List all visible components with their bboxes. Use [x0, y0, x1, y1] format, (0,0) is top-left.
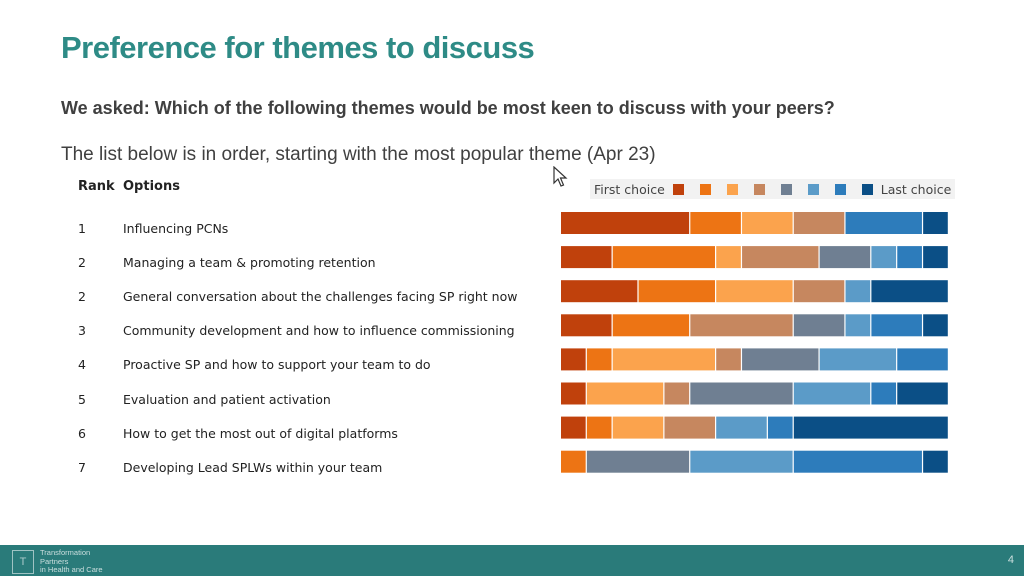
bar-segment [793, 416, 948, 439]
rank-column-header: Rank [78, 179, 115, 194]
legend-swatch [834, 183, 846, 195]
bar-segment [561, 212, 690, 234]
bar-segment [561, 246, 612, 269]
bar-segment [819, 348, 897, 371]
rank-cell: 7 [78, 459, 86, 475]
intro-text: The list below is in order, starting wit… [61, 144, 656, 165]
footer-bar: T Transformation Partners in Health and … [0, 545, 1024, 576]
option-label: Evaluation and patient activation [123, 391, 331, 407]
legend-swatch [807, 183, 819, 195]
bar-segment [561, 348, 586, 371]
bar-segment [871, 280, 948, 303]
legend-swatch [861, 183, 873, 195]
option-label: Proactive SP and how to support your tea… [123, 357, 431, 373]
bar-segment [923, 450, 948, 473]
page-number: 4 [1007, 554, 1014, 566]
rank-cell: 2 [78, 255, 86, 271]
rank-cell: 5 [78, 391, 86, 407]
bar-segment [871, 246, 897, 269]
option-label: Influencing PCNs [123, 221, 229, 236]
option-label: Managing a team & promoting retention [123, 255, 376, 271]
legend-swatch [753, 183, 765, 195]
bar-segment [561, 314, 612, 337]
bar-segment [561, 280, 638, 303]
bar-segment [561, 416, 586, 439]
options-column-header: Options [123, 179, 180, 194]
legend-swatch [726, 183, 738, 195]
bar-segment [742, 246, 819, 269]
bar-segment [690, 382, 793, 405]
legend-swatches [665, 183, 881, 195]
chart-legend: First choice Last choice [590, 179, 956, 199]
bar-segment [819, 246, 871, 269]
bar-segment [716, 280, 793, 303]
bar-segment [897, 246, 922, 269]
logo-icon: T [12, 550, 34, 574]
legend-swatch [672, 183, 684, 195]
bar-segment [586, 416, 612, 439]
bar-segment [664, 382, 690, 405]
legend-swatch [699, 183, 711, 195]
bar-segment [897, 382, 948, 405]
mouse-cursor-icon [553, 166, 568, 187]
option-label: How to get the most out of digital platf… [123, 425, 398, 441]
rank-cell: 3 [78, 323, 86, 339]
bar-segment [612, 416, 664, 439]
bar-segment [690, 212, 741, 234]
legend-first-choice: First choice [594, 181, 665, 197]
bar-segment [612, 246, 715, 269]
bar-segment [716, 416, 767, 439]
bar-segment [845, 212, 922, 234]
bar-segment [845, 314, 871, 337]
bar-segment [612, 348, 715, 371]
bar-segment [586, 348, 612, 371]
bar-segment [586, 450, 690, 473]
option-label: Developing Lead SPLWs within your team [123, 459, 383, 475]
survey-question: We asked: Which of the following themes … [61, 98, 835, 118]
bar-segment [793, 212, 845, 234]
footer-org-name: Transformation Partners in Health and Ca… [40, 548, 103, 574]
bar-segment [871, 382, 897, 405]
rank-cell: 6 [78, 425, 86, 441]
bar-segment [690, 314, 793, 337]
bar-segment [793, 450, 922, 473]
bar-segment [612, 314, 690, 337]
bar-segment [871, 314, 922, 337]
bar-segment [716, 348, 741, 371]
option-label: Community development and how to influen… [123, 323, 515, 339]
bar-segment [690, 450, 793, 473]
bar-segment [638, 280, 715, 303]
bar-segment [845, 280, 871, 303]
bar-segment [767, 416, 793, 439]
bar-segment [561, 382, 586, 405]
legend-swatch [780, 183, 792, 195]
bar-segment [664, 416, 715, 439]
bar-segment [793, 382, 871, 405]
page-title: Preference for themes to discuss [61, 30, 535, 65]
bar-segment [793, 280, 845, 303]
bar-segment [742, 348, 819, 371]
bar-segment [923, 314, 948, 337]
bar-segment [716, 246, 741, 269]
bar-segment [561, 450, 586, 473]
rank-cell: 4 [78, 357, 86, 373]
bar-segment [742, 212, 793, 234]
bar-segment [897, 348, 948, 371]
rank-cell: 1 [78, 221, 86, 236]
legend-last-choice: Last choice [880, 181, 952, 197]
bar-segment [586, 382, 664, 405]
option-label: General conversation about the challenge… [123, 289, 518, 305]
bar-segment [793, 314, 845, 337]
rank-cell: 2 [78, 289, 86, 305]
bar-segment [923, 246, 948, 269]
bar-segment [923, 212, 948, 234]
